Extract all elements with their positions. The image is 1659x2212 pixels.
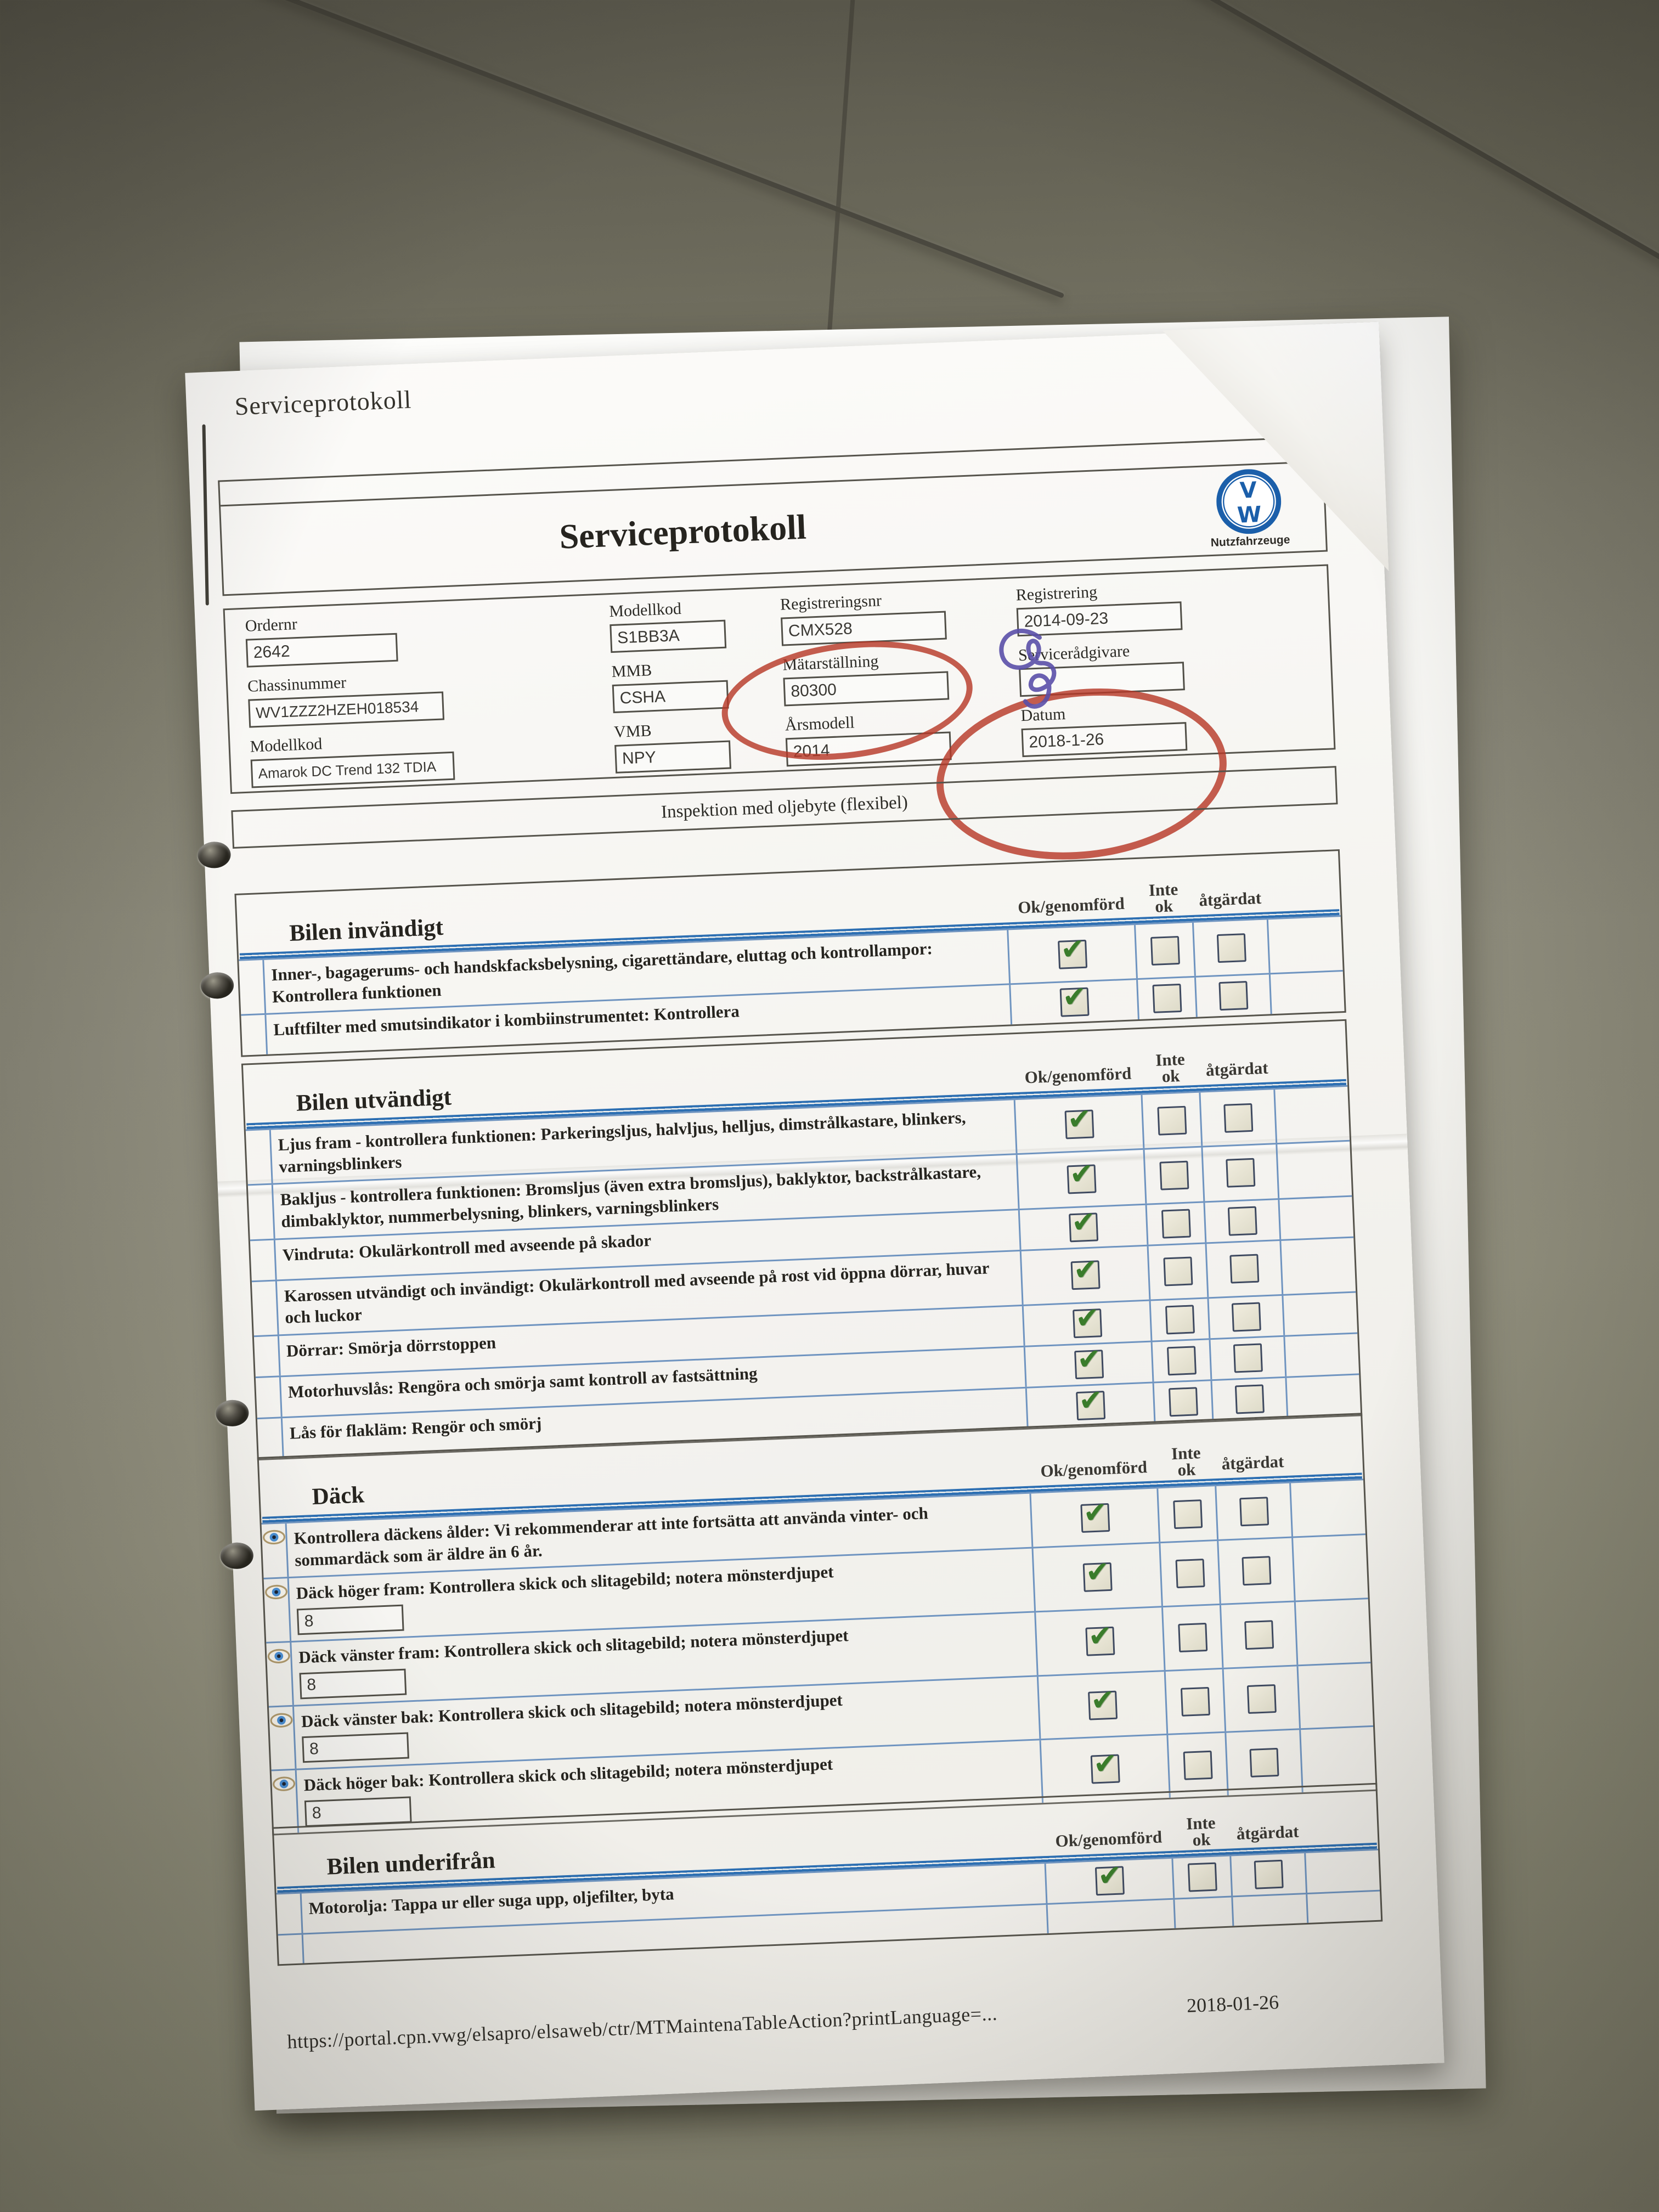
table-row: Kontrollera däckens ålder: Vi rekommende…	[261, 1479, 1365, 1578]
eye-icon	[272, 1776, 295, 1792]
eye-icon	[267, 1649, 290, 1664]
svg-text:W: W	[1237, 502, 1262, 528]
table-row: Däck höger fram: Kontrollera skick och s…	[263, 1533, 1368, 1642]
table-row: Däck höger bak: Kontrollera skick och sl…	[271, 1725, 1376, 1834]
vw-logo-icon: V W	[1216, 469, 1282, 534]
eye-icon	[262, 1530, 285, 1545]
eye-icon	[269, 1713, 292, 1728]
svg-text:V: V	[1239, 478, 1257, 504]
table-row: Däck vänster fram: Kontrollera skick och…	[266, 1598, 1371, 1706]
table-row: Däck vänster bak: Kontrollera skick och …	[268, 1661, 1373, 1770]
title-box: Serviceprotokoll V W Nutzfahrzeuge	[218, 436, 1328, 596]
eye-icon	[264, 1585, 287, 1600]
service-protocol-page: Serviceprotokoll 2 of 2 Serviceprotokoll…	[185, 325, 1444, 2111]
signature-ink	[999, 629, 1057, 709]
section-dack: Däck Ok/genomförd Inteok åtgärdat Kontro…	[257, 1413, 1378, 1836]
